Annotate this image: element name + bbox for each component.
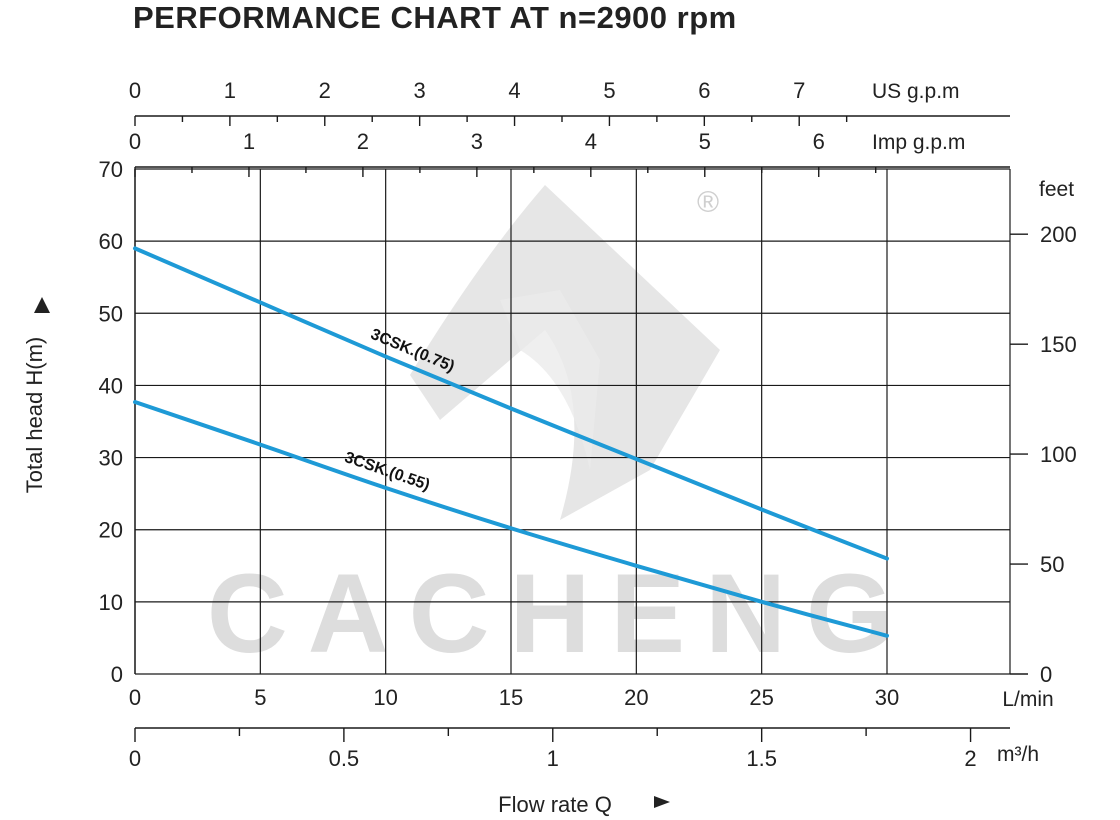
- watermark-logo-shape-inner: [500, 290, 600, 470]
- m3h-tick-label: 1: [547, 746, 559, 771]
- us-gpm-tick-label: 4: [508, 78, 520, 103]
- series-layer: [133, 246, 889, 638]
- imp-gpm-tick-label: 3: [471, 129, 483, 154]
- watermark-layer: CACHENG ®: [207, 185, 913, 676]
- data-point: [886, 635, 888, 637]
- data-point: [761, 508, 763, 511]
- m3h-tick-label: 1.5: [746, 746, 777, 771]
- x-tick-label: 0: [129, 685, 141, 710]
- y-tick-label: 0: [111, 662, 123, 687]
- data-point: [134, 401, 136, 403]
- feet-unit-label: feet: [1039, 178, 1074, 201]
- x-tick-label: 15: [499, 685, 523, 710]
- x-label-arrow: [654, 796, 670, 808]
- m3h-tick-label: 0: [129, 746, 141, 771]
- imp-gpm-tick-label: 6: [813, 129, 825, 154]
- feet-tick-label: 200: [1040, 222, 1077, 247]
- m3h-unit-label: m³/h: [997, 743, 1039, 766]
- chart-title: PERFORMANCE CHART AT n=2900 rpm: [133, 0, 737, 35]
- data-point: [635, 565, 637, 567]
- us-gpm-tick-label: 6: [698, 78, 710, 103]
- data-point: [886, 557, 888, 560]
- us-gpm-tick-label: 3: [414, 78, 426, 103]
- y-tick-label: 20: [99, 518, 123, 543]
- y-tick-label: 30: [99, 446, 123, 471]
- y-tick-label: 70: [99, 157, 123, 182]
- y-tick-label: 40: [99, 373, 123, 398]
- y-tick-label: 60: [99, 229, 123, 254]
- m3h-tick-label: 0.5: [329, 746, 360, 771]
- data-point: [385, 355, 387, 358]
- us-gpm-tick-label: 2: [319, 78, 331, 103]
- imp-gpm-tick-label: 4: [585, 129, 597, 154]
- data-point: [259, 443, 261, 446]
- us-gpm-tick-label: 0: [129, 78, 141, 103]
- data-point: [385, 487, 387, 489]
- text-layer: PERFORMANCE CHART AT n=2900 rpm Total he…: [22, 0, 1077, 817]
- imp-gpm-tick-label: 0: [129, 129, 141, 154]
- feet-tick-label: 150: [1040, 332, 1077, 357]
- registered-mark: ®: [697, 186, 719, 219]
- us-gpm-tick-label: 5: [603, 78, 615, 103]
- axes-layer: [134, 115, 1028, 742]
- feet-tick-label: 50: [1040, 552, 1064, 577]
- data-point: [761, 601, 763, 603]
- x-axis-label: Flow rate Q: [498, 792, 612, 817]
- data-point: [635, 458, 637, 460]
- y-tick-label: 50: [99, 301, 123, 326]
- imp-gpm-tick-label: 5: [699, 129, 711, 154]
- feet-tick-label: 100: [1040, 442, 1077, 467]
- data-point: [134, 247, 136, 249]
- x-tick-label: 30: [875, 685, 899, 710]
- m3h-tick-label: 2: [964, 746, 976, 771]
- y-axis-label: Total head H(m): [22, 337, 47, 494]
- y-tick-label: 10: [99, 590, 123, 615]
- us-gpm-tick-label: 7: [793, 78, 805, 103]
- data-point: [510, 407, 512, 410]
- data-point: [259, 301, 261, 304]
- imp-gpm-tick-label: 1: [243, 129, 255, 154]
- x-tick-label: 20: [624, 685, 648, 710]
- data-point: [510, 527, 512, 529]
- x-unit-label: L/min: [1002, 688, 1053, 711]
- us-gpm-unit-label: US g.p.m: [872, 80, 960, 103]
- x-tick-label: 10: [373, 685, 397, 710]
- us-gpm-tick-label: 1: [224, 78, 236, 103]
- imp-gpm-tick-label: 2: [357, 129, 369, 154]
- y-label-arrow: [34, 297, 50, 313]
- feet-tick-label: 0: [1040, 662, 1052, 687]
- watermark-text: CACHENG: [207, 551, 913, 676]
- grid-layer: [134, 168, 1011, 675]
- imp-gpm-unit-label: Imp g.p.m: [872, 131, 965, 154]
- x-tick-label: 25: [749, 685, 773, 710]
- x-tick-label: 5: [254, 685, 266, 710]
